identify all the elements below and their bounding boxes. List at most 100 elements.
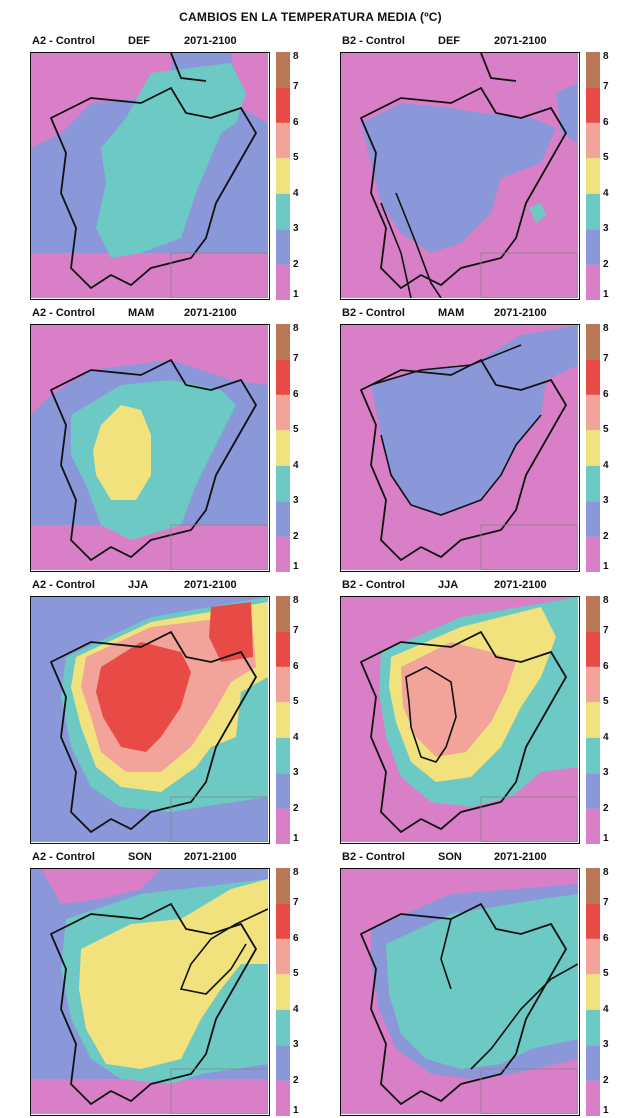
colorbar-band (586, 1009, 600, 1046)
canary-inset (480, 524, 578, 570)
season-label: DEF (128, 35, 150, 47)
colorbar-bands (276, 52, 290, 300)
colorbar-band (586, 737, 600, 774)
colorbar-bands (586, 52, 600, 300)
colorbar (276, 324, 290, 572)
panel-label: A2 - Control DEF 2071-2100 (32, 34, 272, 48)
colorbar-tick-label: 3 (603, 495, 609, 507)
colorbar-band (276, 974, 290, 1010)
colorbar-tick-label: 2 (603, 530, 609, 542)
colorbar-band (276, 702, 290, 738)
colorbar-tick-label: 2 (603, 258, 609, 270)
map-drawing (341, 325, 578, 570)
season-label: JJA (438, 579, 459, 591)
colorbar-band (586, 52, 600, 88)
colorbar-tick-label: 3 (293, 223, 299, 235)
map (30, 52, 270, 300)
colorbar-band (276, 808, 290, 844)
contour (440, 918, 578, 1070)
scenario-label: A2 - Control (32, 35, 95, 47)
colorbar-band (276, 737, 290, 774)
panel-label: A2 - Control MAM 2071-2100 (32, 306, 272, 320)
season-label: DEF (438, 35, 460, 47)
colorbar-tick-label: 1 (603, 1105, 609, 1116)
colorbar-band (586, 229, 600, 265)
colorbar-band (586, 87, 600, 123)
panel-label: B2 - Control DEF 2071-2100 (342, 34, 582, 48)
colorbar-tick-label: 8 (293, 51, 299, 62)
scenario-label: B2 - Control (342, 307, 405, 319)
colorbar-bands (276, 868, 290, 1116)
colorbar-tick-label: 4 (603, 731, 609, 743)
coastline (49, 358, 258, 562)
colorbar-tick-label: 6 (293, 116, 299, 128)
colorbar-band (586, 974, 600, 1010)
colorbar-tick-label: 4 (603, 187, 609, 199)
colorbar-tick-label: 6 (603, 116, 609, 128)
colorbar-band (586, 536, 600, 572)
colorbar-tick-label: 5 (293, 968, 299, 980)
colorbar-tick-label: 6 (293, 660, 299, 672)
map (340, 868, 580, 1116)
colorbar-band (586, 193, 600, 230)
map (340, 52, 580, 300)
colorbar (276, 596, 290, 844)
contour (370, 344, 542, 516)
colorbar-band (586, 596, 600, 632)
period-label: 2071-2100 (494, 851, 547, 863)
map-drawing (31, 53, 268, 298)
canary-inset (170, 524, 268, 570)
colorbar-band (276, 536, 290, 572)
colorbar-band (586, 394, 600, 431)
colorbar (586, 868, 600, 1116)
period-label: 2071-2100 (184, 579, 237, 591)
period-label: 2071-2100 (494, 35, 547, 47)
colorbar-tick-label: 1 (293, 561, 299, 572)
region-blue (361, 103, 556, 253)
season-label: MAM (438, 307, 465, 319)
colorbar-band (586, 359, 600, 395)
colorbar-tick-label: 1 (603, 289, 609, 300)
season-label: JJA (128, 579, 149, 591)
colorbar-band (586, 938, 600, 975)
colorbar-tick-label: 2 (603, 1074, 609, 1086)
coastline (170, 53, 207, 82)
figure-title: CAMBIOS EN LA TEMPERATURA MEDIA (ºC) (179, 10, 442, 24)
coastline (359, 902, 568, 1106)
colorbar-band (586, 903, 600, 939)
colorbar-ticks: 1 2 3 4 5 6 7 8 (603, 868, 619, 1116)
coastline (49, 630, 258, 834)
colorbar-tick-label: 8 (603, 595, 609, 606)
colorbar-tick-label: 2 (293, 530, 299, 542)
map-panel-b2-son: B2 - Control SON 2071-2100 1 2 3 4 5 6 7 8 (340, 850, 615, 1118)
colorbar-band (586, 773, 600, 809)
colorbar-tick-label: 7 (603, 625, 609, 637)
contour (380, 192, 442, 298)
colorbar-ticks: 1 2 3 4 5 6 7 8 (293, 52, 309, 300)
colorbar-band (586, 631, 600, 667)
colorbar-band (276, 666, 290, 703)
panel-label: B2 - Control SON 2071-2100 (342, 850, 582, 864)
coastline (49, 902, 258, 1106)
colorbar-tick-label: 8 (293, 323, 299, 334)
region-pink (31, 53, 171, 148)
colorbar-band (276, 1080, 290, 1116)
map-drawing (341, 53, 578, 298)
region-cyan (386, 894, 578, 1069)
colorbar-band (586, 264, 600, 300)
region-pink (41, 869, 161, 904)
map-drawing (31, 597, 268, 842)
region-salmon (401, 642, 516, 757)
colorbar-bands (586, 324, 600, 572)
colorbar-bands (586, 868, 600, 1116)
contour (179, 908, 268, 995)
colorbar-tick-label: 3 (603, 767, 609, 779)
coastline (480, 53, 517, 82)
colorbar (276, 868, 290, 1116)
colorbar-band (276, 158, 290, 194)
colorbar-tick-label: 5 (603, 968, 609, 980)
region-yellow (79, 879, 268, 1069)
colorbar-tick-label: 6 (603, 388, 609, 400)
colorbar-band (586, 868, 600, 904)
colorbar (586, 52, 600, 300)
